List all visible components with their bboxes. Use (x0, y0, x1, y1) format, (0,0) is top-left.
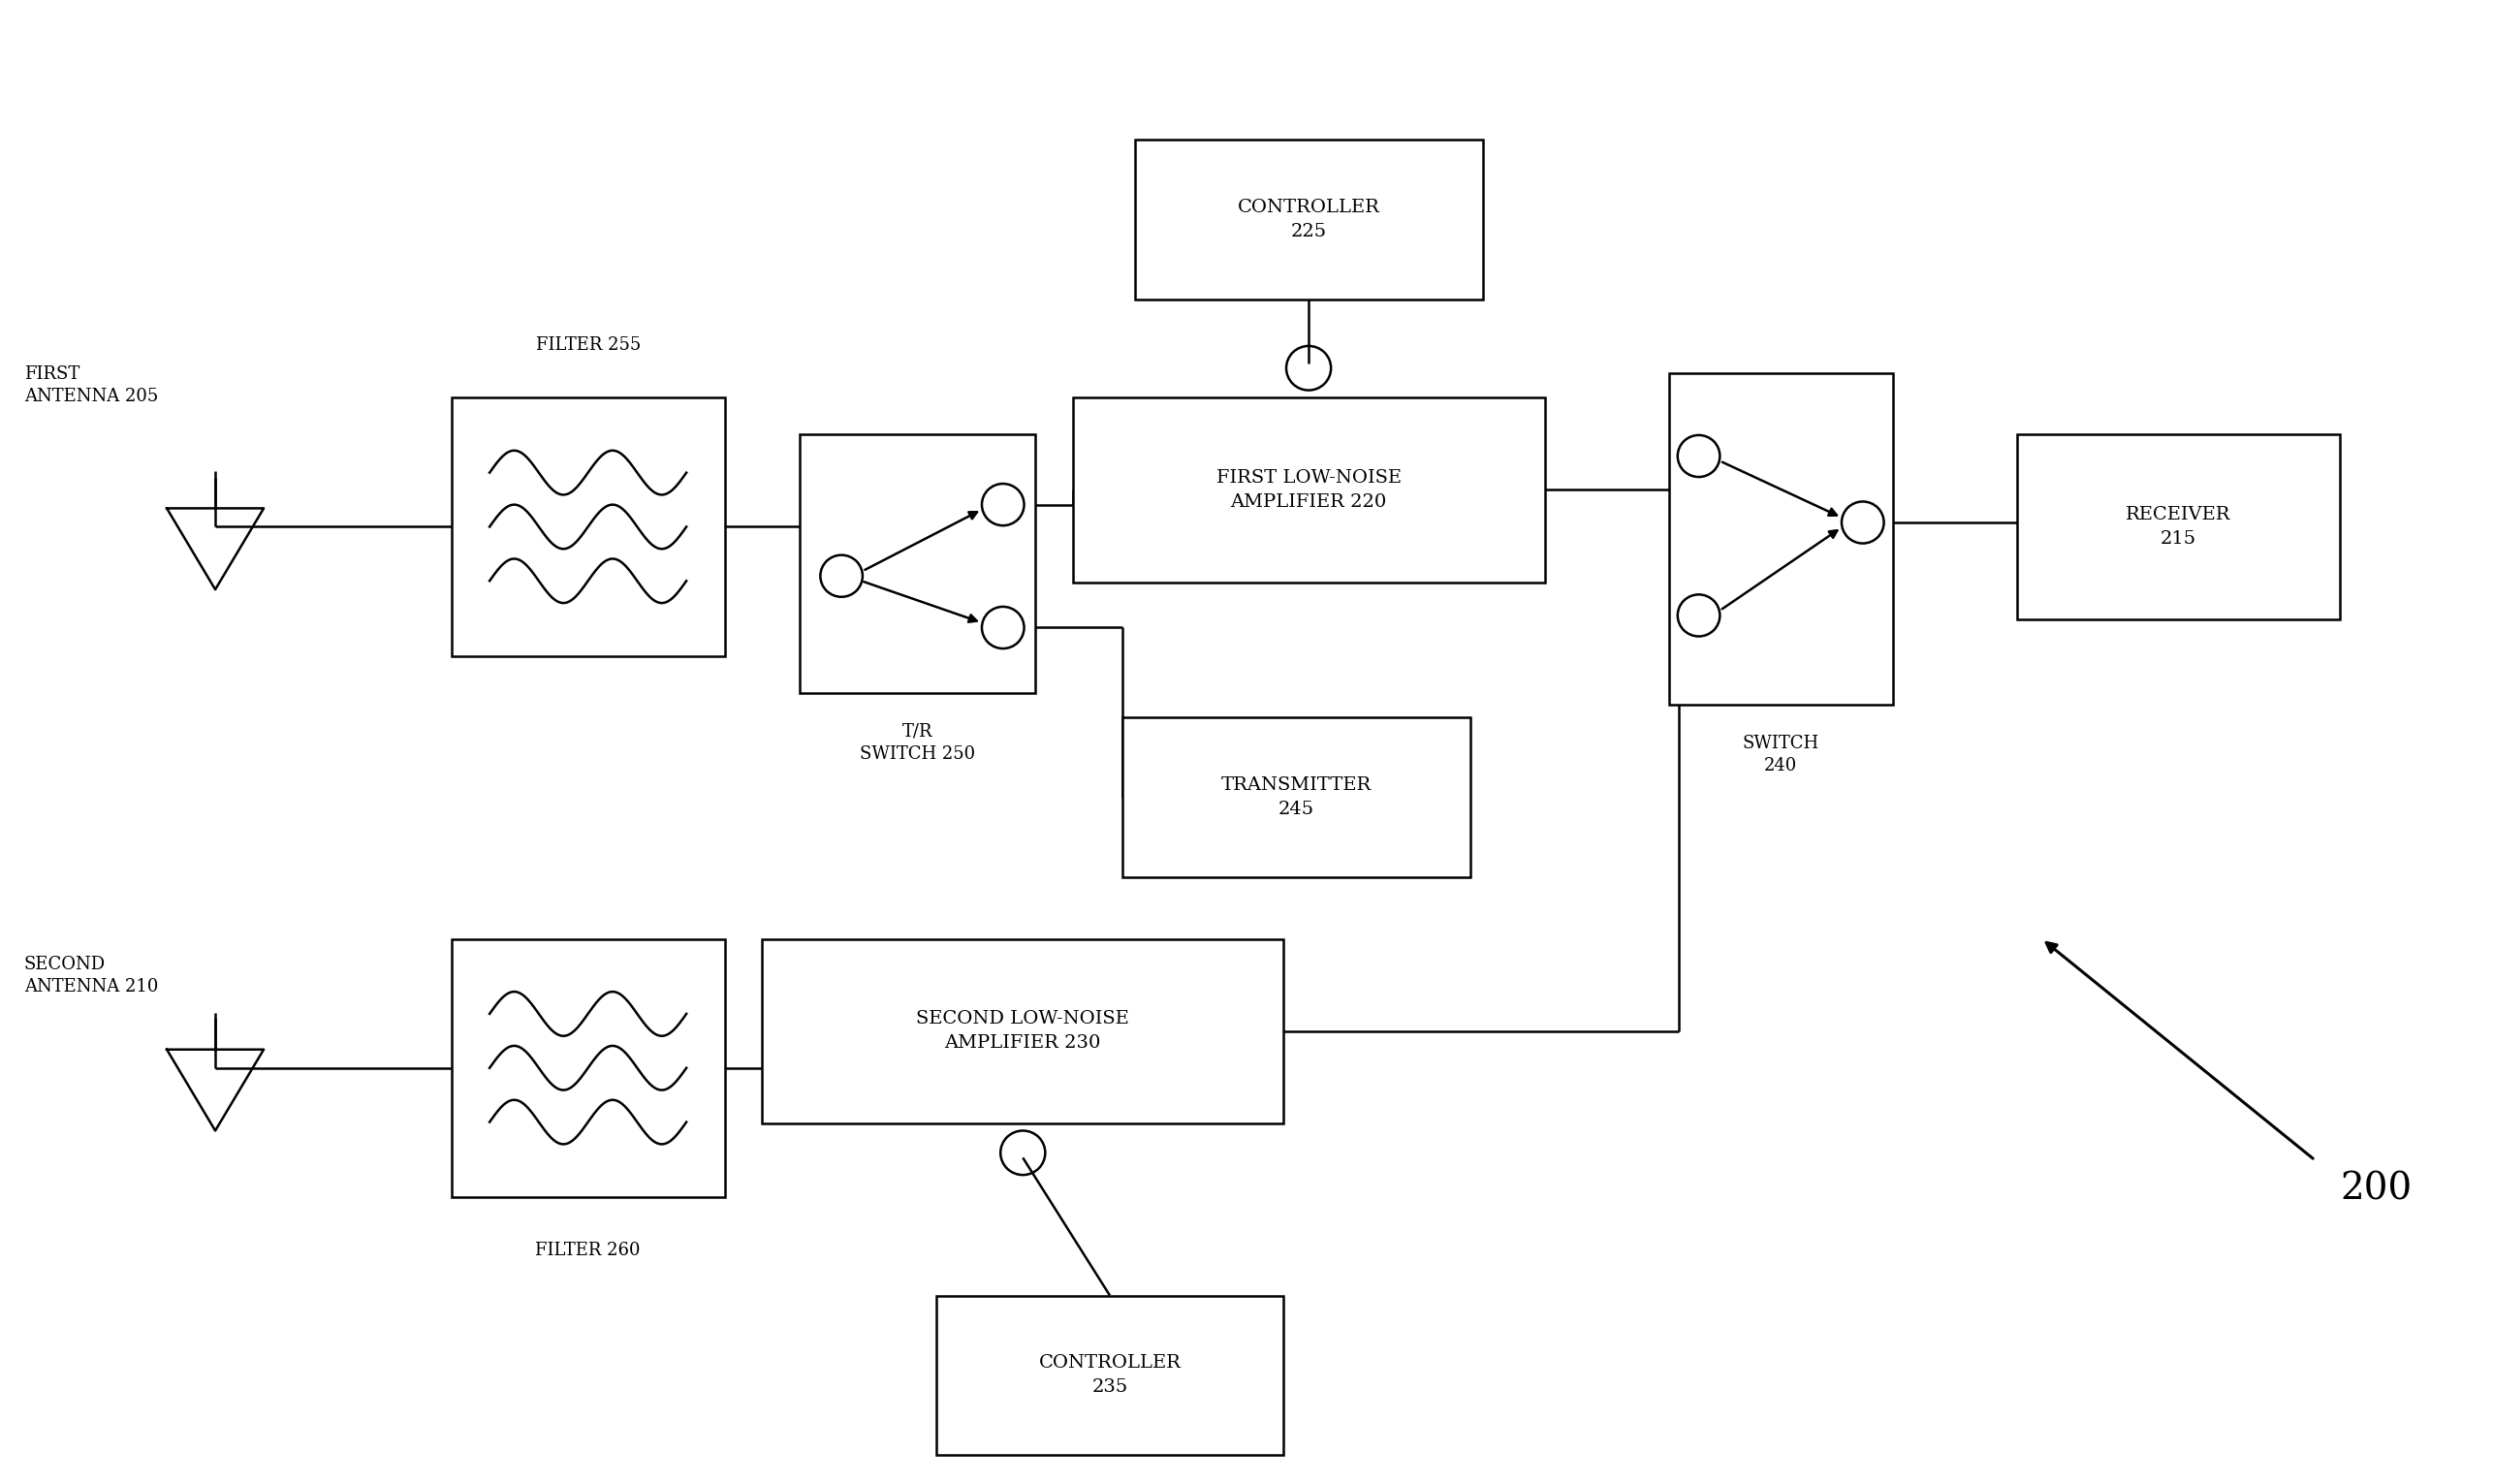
Text: TRANSMITTER
245: TRANSMITTER 245 (1222, 776, 1371, 818)
FancyBboxPatch shape (2017, 435, 2341, 619)
FancyBboxPatch shape (800, 435, 1035, 693)
FancyBboxPatch shape (1134, 139, 1483, 300)
FancyBboxPatch shape (1668, 372, 1892, 705)
FancyBboxPatch shape (451, 398, 725, 656)
Text: FIRST
ANTENNA 205: FIRST ANTENNA 205 (25, 365, 157, 405)
Text: 200: 200 (2341, 1172, 2411, 1208)
Text: T/R
SWITCH 250: T/R SWITCH 250 (860, 723, 975, 763)
Text: CONTROLLER
225: CONTROLLER 225 (1237, 199, 1379, 240)
Text: SECOND
ANTENNA 210: SECOND ANTENNA 210 (25, 956, 157, 996)
Text: SWITCH
240: SWITCH 240 (1743, 735, 1820, 775)
Text: CONTROLLER
235: CONTROLLER 235 (1040, 1355, 1182, 1396)
Text: FIRST LOW-NOISE
AMPLIFIER 220: FIRST LOW-NOISE AMPLIFIER 220 (1217, 469, 1401, 510)
Text: FILTER 255: FILTER 255 (536, 335, 641, 353)
FancyBboxPatch shape (1072, 398, 1546, 582)
FancyBboxPatch shape (763, 939, 1284, 1123)
Text: FILTER 260: FILTER 260 (536, 1241, 641, 1258)
FancyBboxPatch shape (935, 1296, 1284, 1456)
Text: RECEIVER
215: RECEIVER 215 (2127, 506, 2231, 548)
FancyBboxPatch shape (1122, 717, 1471, 877)
FancyBboxPatch shape (451, 939, 725, 1198)
Text: SECOND LOW-NOISE
AMPLIFIER 230: SECOND LOW-NOISE AMPLIFIER 230 (917, 1011, 1129, 1052)
